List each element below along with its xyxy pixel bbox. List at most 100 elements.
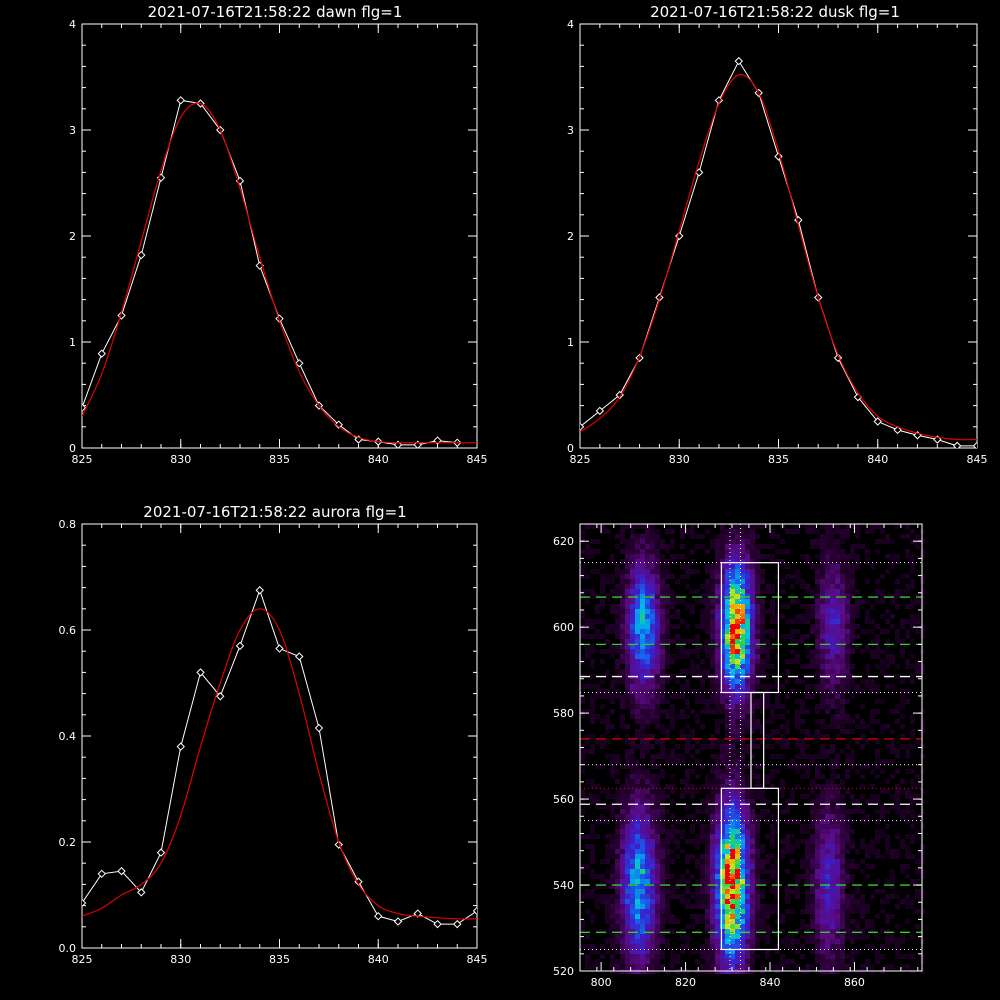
heatmap-cell [600,579,605,584]
heatmap-cell [600,819,605,824]
heatmap-cell [815,904,820,909]
heatmap-cell [605,834,610,839]
heatmap-cell [705,894,710,899]
heatmap-cell [735,869,740,874]
heatmap-cell [685,679,690,684]
heatmap-cell [895,719,900,724]
heatmap-cell [750,554,755,559]
heatmap-cell [810,879,815,884]
heatmap-cell [780,809,785,814]
heatmap-cell [900,809,905,814]
heatmap-cell [710,639,715,644]
heatmap-cell [780,714,785,719]
heatmap-cell [725,834,730,839]
heatmap-cell [625,949,630,954]
heatmap-cell [795,719,800,724]
heatmap-cell [870,784,875,789]
heatmap-cell [865,909,870,914]
aurora-y-tick-label: 0.4 [59,730,77,743]
heatmap-cell [795,964,800,969]
heatmap-cell [865,849,870,854]
heatmap-cell [655,799,660,804]
heatmap-cell [820,699,825,704]
heatmap-cell [730,889,735,894]
heatmap-cell [620,889,625,894]
heatmap-cell [770,619,775,624]
heatmap-cell [880,724,885,729]
heatmap-cell [750,844,755,849]
heatmap-cell [785,724,790,729]
heatmap-cell [895,769,900,774]
heatmap-cell [890,849,895,854]
heatmap-cell [620,944,625,949]
heatmap-cell [585,634,590,639]
heatmap-cell [645,864,650,869]
heatmap-cell [620,824,625,829]
heatmap-cell [580,714,585,719]
heatmap-cell [650,634,655,639]
heatmap-cell [825,634,830,639]
heatmap-cell [790,934,795,939]
heatmap-cell [715,624,720,629]
heatmap-cell [735,859,740,864]
heatmap-cell [845,879,850,884]
heatmap-cell [730,649,735,654]
heatmap-cell [910,604,915,609]
heatmap-cell [790,889,795,894]
heatmap-cell [610,899,615,904]
heatmap-cell [795,659,800,664]
heatmap-cell [690,529,695,534]
heatmap-cell [650,549,655,554]
heatmap-cell [750,714,755,719]
heatmap-cell [890,854,895,859]
heatmap-cell [630,819,635,824]
heatmap-cell [720,814,725,819]
heatmap-cell [885,534,890,539]
heatmap-cell [900,779,905,784]
heatmap-cell [910,674,915,679]
heatmap-cell [835,719,840,724]
heatmap-cell [655,544,660,549]
heatmap-cell [830,844,835,849]
heatmap-cell [820,964,825,969]
heatmap-cell [665,734,670,739]
heatmap-cell [740,789,745,794]
heatmap-cell [750,939,755,944]
heatmap-cell [910,664,915,669]
heatmap-cell [885,879,890,884]
heatmap-cell [730,619,735,624]
heatmap-cell [800,859,805,864]
heatmap-cell [725,749,730,754]
heatmap-cell [730,929,735,934]
heatmap-cell [845,744,850,749]
heatmap-cell [730,539,735,544]
heatmap-cell [740,569,745,574]
heatmap-cell [830,579,835,584]
heatmap-cell [675,609,680,614]
heatmap-cell [725,959,730,964]
heatmap-cell [640,554,645,559]
heatmap-cell [725,744,730,749]
heatmap-cell [770,884,775,889]
heatmap-cell [735,569,740,574]
heatmap-cell [840,829,845,834]
heatmap-cell [585,544,590,549]
heatmap-cell [640,949,645,954]
heatmap-cell [900,654,905,659]
heatmap-cell [650,829,655,834]
heatmap-cell [630,579,635,584]
heatmap-cell [630,654,635,659]
heatmap-cell [855,884,860,889]
heatmap-cell [660,739,665,744]
heatmap-cell [615,924,620,929]
heatmap-cell [660,634,665,639]
heatmap-cell [855,604,860,609]
heatmap-cell [760,574,765,579]
heatmap-cell [895,854,900,859]
heatmap-cell [600,604,605,609]
dawn-data-point [295,358,304,368]
heatmap-cell [745,629,750,634]
heatmap-cell [830,764,835,769]
heatmap-cell [715,794,720,799]
heatmap-cell [630,954,635,959]
